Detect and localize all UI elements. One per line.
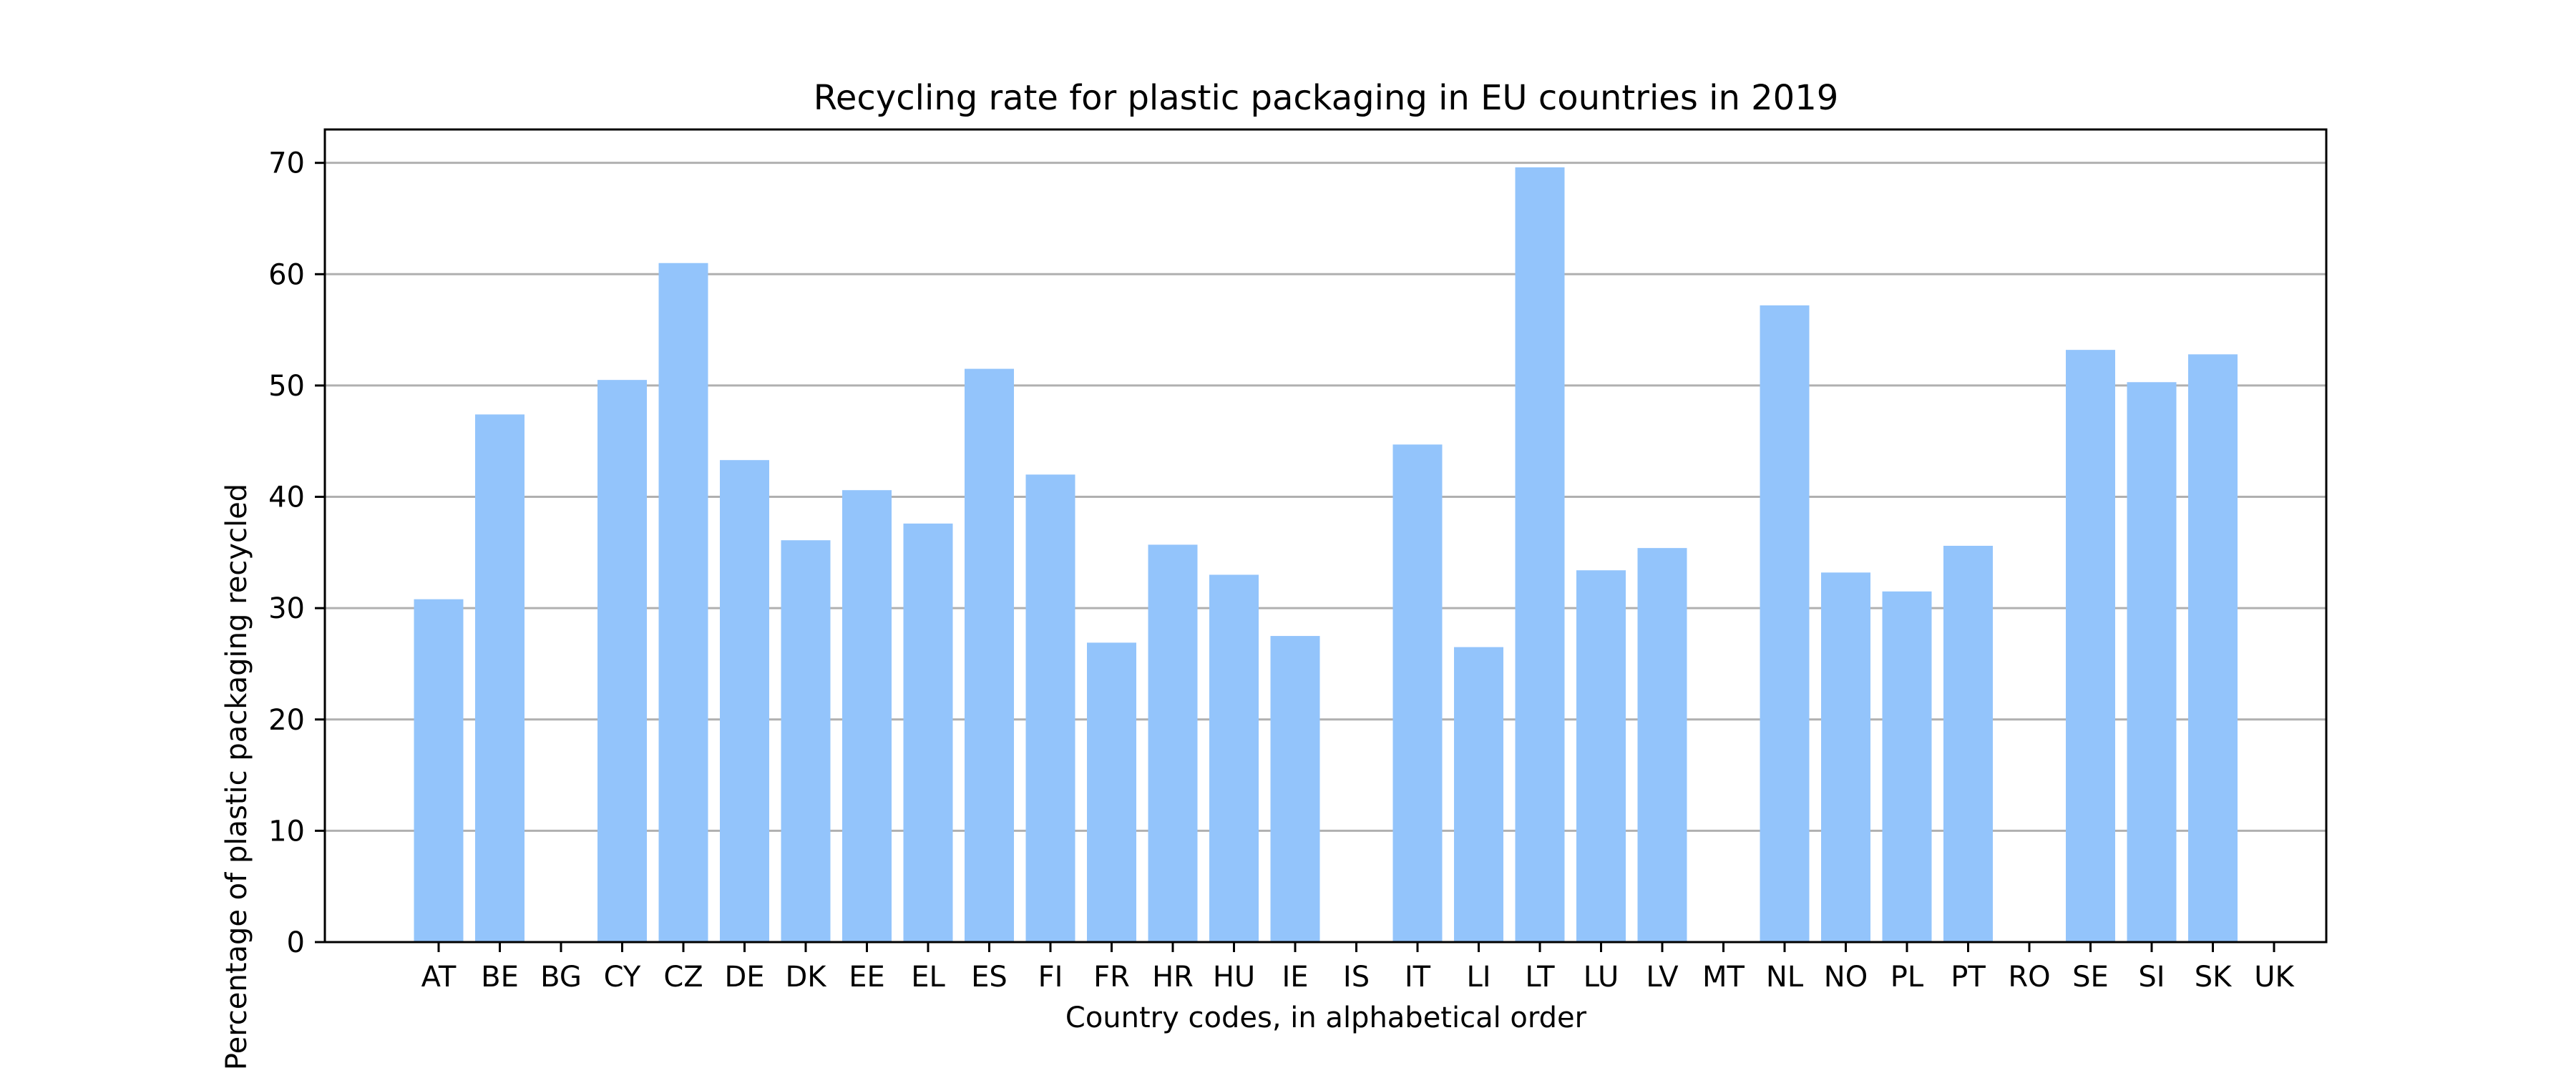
x-tick-label: AT: [421, 961, 457, 994]
bar-lt: [1515, 167, 1565, 943]
x-tick-label: LI: [1466, 961, 1491, 994]
bar-no: [1821, 572, 1870, 942]
x-tick-label: SK: [2195, 961, 2233, 994]
x-tick-label: UK: [2254, 961, 2295, 994]
y-axis-label: Percentage of plastic packaging recycled: [220, 484, 253, 1070]
y-tick-label: 0: [287, 926, 305, 959]
bar-pl: [1882, 591, 1932, 942]
x-tick-label: IE: [1282, 961, 1308, 994]
bars: [414, 167, 2238, 943]
bar-fi: [1025, 474, 1075, 942]
x-tick-label: LV: [1646, 961, 1679, 994]
bar-ie: [1270, 636, 1320, 942]
y-tick-label: 30: [268, 592, 305, 625]
x-tick-label: PL: [1890, 961, 1924, 994]
bar-el: [903, 523, 953, 942]
x-tick-label: EE: [849, 961, 885, 994]
bar-fr: [1087, 642, 1136, 942]
x-tick-label: HR: [1152, 961, 1194, 994]
bar-de: [720, 460, 769, 942]
bar-li: [1454, 647, 1503, 942]
bar-si: [2127, 382, 2177, 942]
y-tick-label: 70: [268, 147, 305, 180]
bar-ee: [842, 490, 892, 942]
x-tick-label: BE: [481, 961, 519, 994]
bar-se: [2066, 350, 2115, 942]
y-axis-ticks: 0 10 20 30 40 50 60 70: [268, 147, 325, 959]
chart-title: Recycling rate for plastic packaging in …: [814, 78, 1839, 118]
x-tick-label: CZ: [663, 961, 703, 994]
bar-at: [414, 599, 464, 942]
x-axis-ticks: AT BE BG CY CZ DE DK EE EL ES FI FR HR HU IE IS IT LI LT LU…: [421, 942, 2296, 994]
bar-lv: [1637, 548, 1687, 942]
bar-sk: [2188, 354, 2238, 942]
x-tick-label: LT: [1525, 961, 1555, 994]
bar-hr: [1148, 544, 1198, 942]
y-tick-label: 60: [268, 258, 305, 291]
bar-nl: [1760, 305, 1810, 942]
x-tick-label: DE: [724, 961, 764, 994]
x-tick-label: FR: [1093, 961, 1130, 994]
bar-cy: [597, 380, 647, 942]
x-tick-label: RO: [2008, 961, 2050, 994]
x-axis-label: Country codes, in alphabetical order: [1065, 1001, 1587, 1034]
x-tick-label: DK: [785, 961, 827, 994]
y-tick-label: 40: [268, 481, 305, 514]
bar-es: [965, 368, 1014, 942]
x-tick-label: ES: [971, 961, 1008, 994]
grid-lines: [325, 162, 2326, 832]
x-tick-label: IT: [1405, 961, 1431, 994]
bar-dk: [781, 540, 831, 942]
x-tick-label: CY: [604, 961, 641, 994]
bar-cz: [658, 263, 708, 942]
bar-lu: [1576, 570, 1626, 942]
x-tick-label: NO: [1824, 961, 1868, 994]
bar-hu: [1209, 574, 1259, 942]
x-tick-label: EL: [911, 961, 945, 994]
bar-it: [1392, 444, 1443, 942]
x-tick-label: NL: [1766, 961, 1804, 994]
y-tick-label: 50: [268, 370, 305, 403]
x-tick-label: LU: [1584, 961, 1619, 994]
x-tick-label: MT: [1702, 961, 1745, 994]
y-tick-label: 10: [268, 815, 305, 848]
x-tick-label: HU: [1213, 961, 1255, 994]
x-tick-label: PT: [1951, 961, 1986, 994]
x-tick-label: SE: [2072, 961, 2109, 994]
x-tick-label: SI: [2138, 961, 2165, 994]
x-tick-label: FI: [1038, 961, 1063, 994]
bar-be: [475, 414, 525, 942]
x-tick-label: BG: [540, 961, 582, 994]
plot-frame: [323, 128, 2328, 944]
bar-pt: [1943, 546, 1993, 942]
x-tick-label: IS: [1343, 961, 1370, 994]
y-tick-label: 20: [268, 704, 305, 737]
